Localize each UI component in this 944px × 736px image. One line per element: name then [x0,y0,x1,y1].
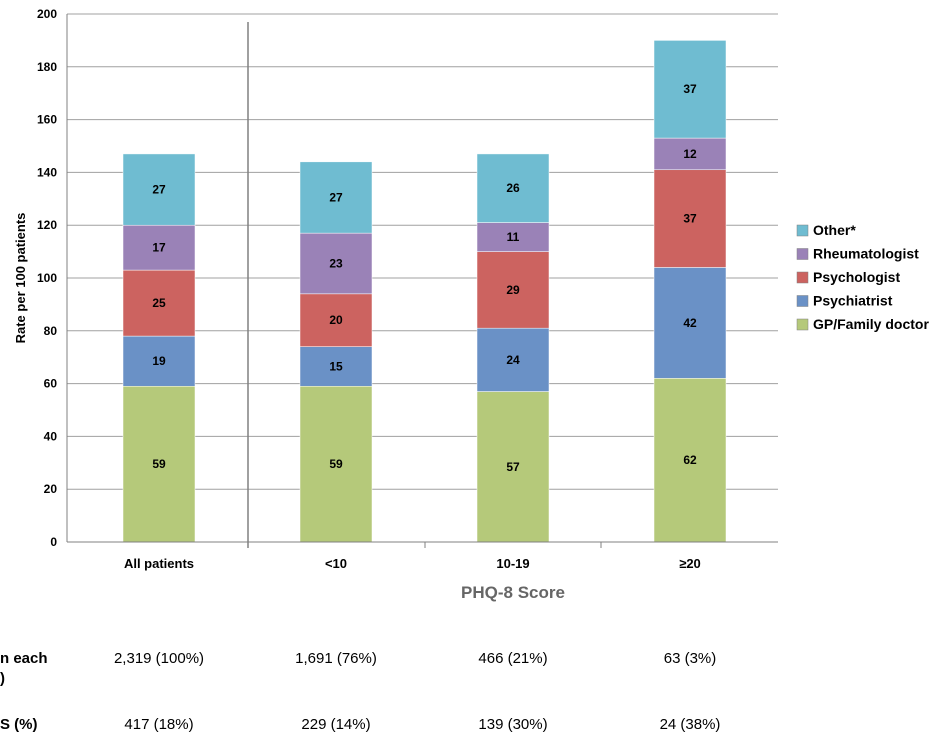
data-label: 29 [506,283,520,297]
table-cell: 229 (14%) [301,716,370,733]
table-cell: 466 (21%) [478,650,547,667]
axes [66,14,778,548]
y-tick-label: 200 [37,7,57,21]
legend-label: Psychiatrist [813,293,893,309]
data-label: 59 [152,457,166,471]
x-tick-label: <10 [325,556,347,571]
table-cell: 139 (30%) [478,716,547,733]
bar-segment [476,327,550,392]
bar-segment [653,378,727,543]
y-tick-label: 20 [44,482,58,496]
legend-swatch [796,295,809,307]
bar-segment [653,169,727,268]
legend-swatch [796,248,809,260]
y-tick-label: 140 [37,165,57,179]
y-tick-label: 160 [37,113,57,127]
y-axis-title: Rate per 100 patients [13,213,28,344]
x-tick-label: 10-19 [496,556,529,571]
legend-label: Rheumatologist [813,246,919,262]
table-cell: 417 (18%) [124,716,193,733]
bar-segment [299,232,373,295]
row-header: S (%) [0,716,38,733]
bar-segment [122,269,196,337]
bar-segment [653,267,727,379]
data-label: 26 [506,181,520,195]
y-tick-label: 40 [44,429,58,443]
bar-segment [476,391,550,543]
row-header: n each [0,650,48,667]
bar-segment [299,161,373,234]
x-axis-title: PHQ-8 Score [461,583,565,602]
y-tick-labels: 0 20 40 60 80 100 120 140 160 180 200 [37,7,57,549]
bar-segment [122,153,196,226]
data-label: 27 [152,183,166,197]
data-label: 37 [683,212,697,226]
y-tick-label: 80 [44,324,58,338]
data-label: 24 [506,353,520,367]
data-label: 57 [506,460,520,474]
y-tick-label: 180 [37,60,57,74]
data-label: 12 [683,147,697,161]
bar-segment [299,346,373,387]
data-label: 20 [329,313,343,327]
legend-swatch [796,271,809,284]
y-tick-label: 100 [37,271,57,285]
y-tick-label: 0 [50,535,57,549]
bar-segment [476,153,550,223]
bar-segment [299,293,373,347]
bar-segment [299,385,373,543]
data-label: 25 [152,296,166,310]
table-cell: 63 (3%) [664,650,717,667]
data-label: 62 [683,453,697,467]
data-label: 19 [152,354,166,368]
summary-table: n each) 2,319 (100%) 1,691 (76%) 466 (21%) 6… [0,650,720,733]
data-label: 17 [152,241,166,255]
bar-segment [122,335,196,387]
data-label: 15 [329,359,343,373]
legend-swatch [796,224,809,237]
bar-segment [653,40,727,139]
y-tick-label: 120 [37,218,57,232]
table-cell: 1,691 (76%) [295,650,377,667]
row-header: ) [0,670,5,687]
data-label: 42 [683,316,697,330]
legend-label: Other* [813,222,856,238]
table-cell: 2,319 (100%) [114,650,204,667]
legend-swatch [796,318,809,331]
data-label: 11 [507,230,520,244]
data-label: 27 [329,190,343,204]
x-tick-labels: All patients <10 10-19 ≥20 [124,556,701,571]
y-tick-label: 60 [44,377,58,391]
bar-segment [476,251,550,329]
data-label: 37 [683,82,697,96]
data-label: 59 [329,457,343,471]
x-tick-label: ≥20 [679,556,701,571]
legend-label: Psychologist [813,269,900,285]
bar-segment [122,224,196,271]
bars: 59 19 25 17 27 59 15 20 23 27 57 24 29 11 26 62 42 37 12 37 [122,40,727,543]
table-cell: 24 (38%) [660,716,721,733]
legend: Other* Rheumatologist Psychologist Psychiat… [796,222,929,332]
legend-label: GP/Family doctor [813,316,929,332]
data-label: 23 [329,256,343,270]
x-tick-label: All patients [124,556,194,571]
